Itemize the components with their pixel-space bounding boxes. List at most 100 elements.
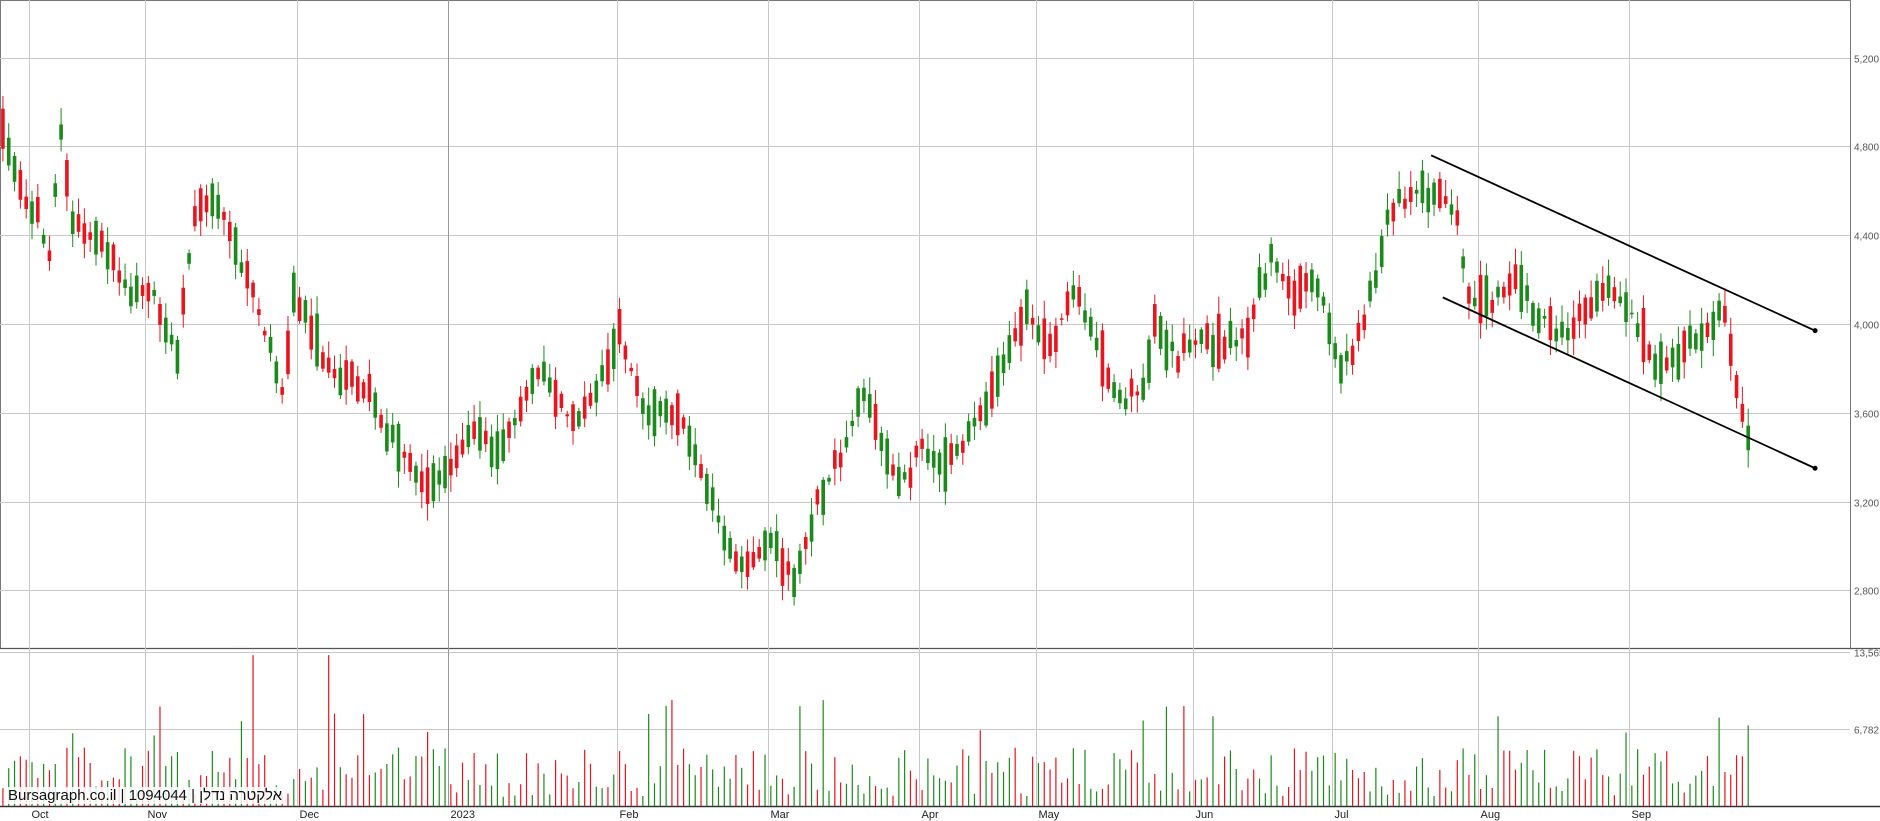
candle-body: [1600, 282, 1605, 301]
candle-body: [862, 387, 866, 402]
candle-body: [24, 196, 28, 210]
candle-body: [1438, 178, 1442, 209]
candle-body: [111, 244, 116, 271]
candle-body: [1391, 202, 1396, 222]
candle-body: [914, 445, 919, 458]
candle-body: [1647, 344, 1652, 361]
candle-body: [402, 451, 407, 458]
candle-body: [1740, 403, 1745, 422]
candle-body: [786, 561, 791, 575]
price-tick-label: 4,000: [1854, 321, 1879, 332]
candle-body: [268, 336, 273, 353]
candle-body: [187, 253, 191, 264]
candle-body: [1478, 274, 1483, 324]
candle-body: [309, 315, 314, 350]
candle-body: [6, 137, 11, 166]
candle-body: [140, 285, 145, 296]
candle-body: [1379, 236, 1384, 267]
candle-body: [1664, 357, 1669, 371]
candle-body: [379, 414, 383, 428]
candle-body: [338, 367, 343, 396]
candle-body: [1659, 341, 1663, 384]
candle-body: [1519, 264, 1524, 312]
candle-body: [105, 242, 110, 270]
month-label: Apr: [922, 809, 939, 821]
candle-body: [1339, 355, 1343, 384]
candle-body: [1536, 308, 1541, 334]
month-label: Nov: [148, 809, 168, 821]
candle-body: [332, 368, 337, 379]
candle-body: [1507, 273, 1512, 296]
candle-body: [850, 420, 855, 427]
candle-body: [594, 380, 599, 403]
candle-body: [1333, 343, 1337, 360]
candle-body: [70, 211, 75, 235]
candle-body: [926, 448, 930, 464]
candle-body: [518, 396, 523, 422]
candle-body: [1315, 278, 1320, 298]
candle-body: [1222, 336, 1227, 360]
candle-body: [1088, 316, 1093, 337]
candle-body: [937, 452, 942, 475]
candle-body: [1013, 328, 1017, 342]
candle-body: [245, 261, 250, 289]
candle-body: [1461, 256, 1465, 269]
candle-body: [88, 232, 92, 240]
candle-body: [100, 230, 104, 252]
candle-body: [59, 124, 63, 140]
candle-body: [390, 424, 395, 443]
candle-body: [978, 405, 983, 422]
candle-body: [681, 417, 686, 429]
candle-body: [803, 536, 808, 549]
candle-body: [1275, 261, 1279, 273]
candle-body: [1641, 308, 1646, 363]
candle-body: [559, 393, 564, 409]
candle-body: [611, 328, 616, 369]
candle-body: [385, 423, 389, 452]
candle-body: [588, 392, 593, 406]
month-label: Feb: [620, 809, 639, 821]
candle-body: [984, 391, 988, 426]
candle-body: [443, 455, 447, 489]
candle-body: [175, 339, 180, 374]
candle-body: [1397, 188, 1401, 204]
candle-body: [460, 439, 465, 455]
price-tick-label: 5,200: [1854, 55, 1879, 66]
candle-body: [1525, 285, 1529, 301]
candle-body: [897, 466, 901, 497]
candle-body: [553, 379, 558, 417]
trendline: [1442, 296, 1816, 470]
candle-body: [152, 289, 156, 296]
candle-body: [1560, 321, 1564, 338]
candle-body: [530, 368, 535, 394]
candle-body: [646, 405, 651, 426]
candle-body: [169, 334, 174, 345]
candle-body: [146, 282, 151, 302]
candle-body: [437, 470, 442, 485]
candle-body: [1717, 300, 1721, 321]
candle-body: [53, 183, 58, 197]
candle-body: [1728, 333, 1733, 366]
candle-body: [198, 188, 203, 222]
candle-body: [1595, 280, 1599, 312]
candle-body: [524, 386, 529, 401]
candle-body: [1129, 378, 1134, 397]
candle-body: [1135, 391, 1140, 396]
candle-body: [582, 396, 587, 419]
candle-body: [355, 376, 360, 402]
candle-body: [431, 463, 436, 502]
candle-body: [373, 392, 378, 418]
candle-body: [716, 515, 721, 523]
candle-body: [920, 438, 924, 449]
candle-body: [1042, 318, 1047, 360]
candle-body: [18, 170, 23, 200]
candle-body: [1688, 325, 1692, 349]
candle-body: [117, 270, 122, 283]
candle-body: [1147, 339, 1151, 383]
candle-body: [1304, 273, 1308, 292]
candle-body: [885, 438, 889, 475]
candle-body: [1071, 285, 1076, 300]
month-label: Oct: [32, 809, 49, 821]
candle-body: [414, 465, 418, 483]
